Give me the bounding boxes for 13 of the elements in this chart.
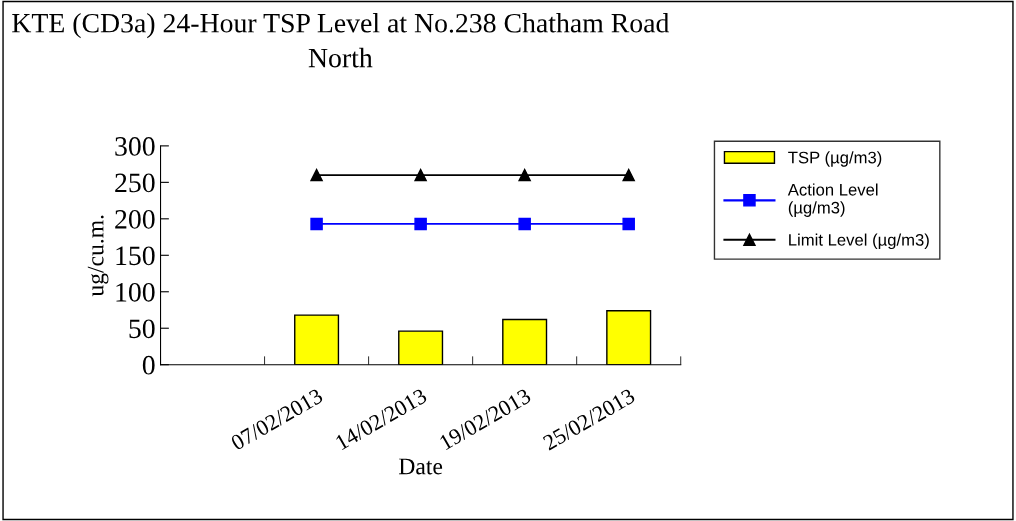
y-tick-label: 250 xyxy=(115,173,155,193)
y-tick-label: 50 xyxy=(129,319,155,339)
y-tick-label: 300 xyxy=(115,137,155,156)
y-axis-title: ug/cu.m. xyxy=(87,215,109,297)
chart-title: KTE (CD3a) 24-Hour TSP Level at No.238 Chatham Road North xyxy=(12,13,670,68)
y-tick-label: 0 xyxy=(142,355,155,375)
legend-label: TSP (µg/m3) xyxy=(788,151,882,167)
legend-label: Action Level (µg/m3) xyxy=(787,183,878,217)
legend-label: Limit Level (µg/m3) xyxy=(789,233,929,250)
x-axis-title: Date xyxy=(399,458,443,475)
y-tick-label: 100 xyxy=(116,282,155,302)
y-tick-label: 200 xyxy=(115,209,155,229)
y-tick-label: 150 xyxy=(116,246,155,266)
